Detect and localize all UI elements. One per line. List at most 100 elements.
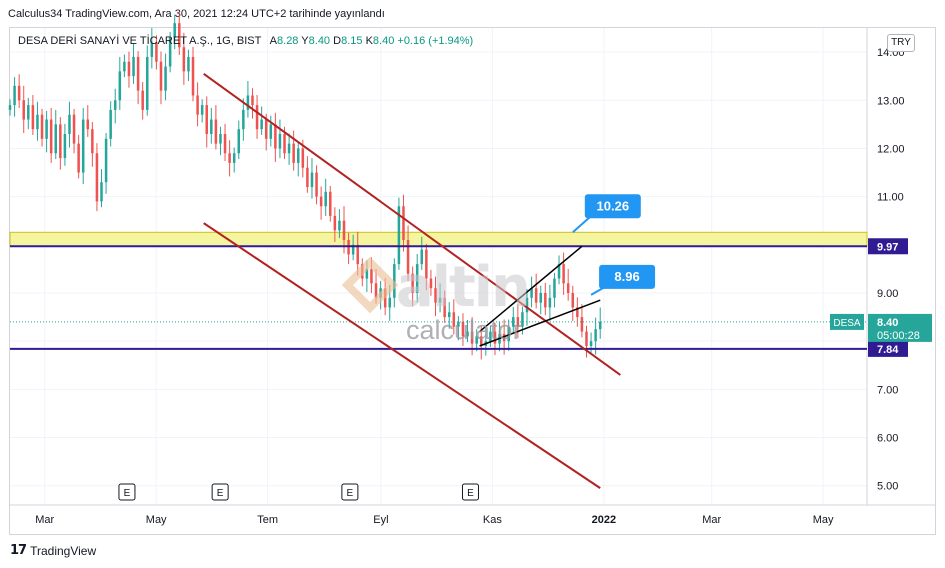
low-value: 8.15	[341, 35, 363, 47]
candle-body	[17, 85, 21, 101]
candle-body	[22, 100, 25, 120]
candle-body	[136, 56, 140, 91]
symbol-badge-label: DESA	[833, 318, 861, 329]
price-level-label: 9.97	[877, 241, 898, 253]
callout-label: 10.26	[597, 198, 630, 213]
candle-body	[534, 288, 538, 303]
candle-body	[530, 288, 533, 298]
candle-body	[470, 331, 474, 344]
callout-label: 8.96	[614, 269, 639, 284]
candle-body	[242, 109, 245, 130]
callout-box	[599, 264, 656, 289]
y-tick-label: 13.00	[877, 95, 905, 107]
candle-body	[59, 124, 62, 159]
callout-box	[584, 194, 641, 219]
callout-pointer	[572, 215, 592, 234]
candle-body	[562, 264, 565, 284]
x-tick-label: Mar	[35, 514, 54, 526]
candle-body	[287, 143, 291, 154]
candle-body	[228, 153, 231, 163]
candle-body	[434, 288, 437, 303]
x-tick-label: 2022	[592, 514, 616, 526]
candle-body	[141, 90, 144, 110]
candle-body	[525, 297, 529, 313]
x-tick-label: May	[146, 514, 167, 526]
candle-body	[365, 268, 369, 279]
candle-body	[361, 264, 364, 279]
candle-body	[264, 119, 268, 139]
candle-body	[91, 129, 94, 154]
last-price-value: 8.40	[877, 317, 898, 329]
descending-channel-upper	[203, 72, 621, 376]
candle-body	[489, 331, 492, 342]
candle-body	[548, 297, 552, 308]
candle-body	[553, 278, 556, 298]
candle-body	[187, 56, 190, 72]
candle-body	[296, 148, 300, 163]
candle-body	[406, 240, 410, 274]
candle-body	[324, 191, 327, 207]
candle-body	[475, 336, 478, 344]
y-tick-label: 5.00	[877, 481, 898, 493]
candle-body	[397, 206, 401, 265]
earnings-marker	[118, 483, 136, 501]
candle-body	[210, 119, 213, 134]
candle-body	[598, 321, 602, 330]
footer-brand-text: TradingView	[30, 543, 97, 558]
candle-body	[164, 66, 167, 91]
candle-body	[205, 105, 208, 134]
candle-body	[45, 119, 48, 139]
candle-body	[68, 114, 71, 134]
candle-body	[219, 134, 222, 144]
x-tick-label: Tem	[257, 514, 278, 526]
candle-body	[278, 134, 282, 149]
candle-body	[443, 297, 446, 318]
high-value: 8.40	[308, 35, 331, 47]
candle-body	[155, 42, 158, 62]
candle-body	[127, 61, 131, 77]
open-value: 8.28	[277, 35, 299, 47]
candle-body	[237, 129, 241, 154]
candle-body	[512, 317, 515, 327]
countdown-value: 05:00:28	[877, 330, 920, 342]
candle-body	[95, 153, 99, 202]
candle-body	[306, 167, 309, 187]
earnings-marker-label: E	[124, 488, 131, 499]
currency-button[interactable]: TRY	[887, 34, 915, 52]
candle-body	[479, 336, 483, 346]
publish-line: Calculus34 TradingView.com, Ara 30, 2021…	[8, 8, 385, 20]
candle-body	[379, 288, 382, 298]
tradingview-logo-icon: 17	[10, 543, 27, 558]
candle-body	[173, 23, 176, 38]
open-label: A	[269, 35, 278, 47]
candle-body	[351, 244, 355, 255]
y-tick-label: 6.00	[877, 433, 898, 445]
candle-body	[580, 317, 584, 332]
candle-body	[182, 47, 186, 72]
symbol-badge	[830, 313, 864, 330]
last-price-badge	[868, 313, 932, 342]
price-level-label: 7.84	[877, 344, 899, 356]
candle-body	[310, 172, 314, 187]
candle-body	[150, 42, 154, 57]
candle-body	[49, 119, 53, 154]
candle-body	[585, 331, 588, 346]
candle-body	[123, 61, 126, 72]
candle-body	[191, 56, 195, 96]
candle-body	[411, 273, 414, 293]
candle-body	[104, 138, 108, 183]
earnings-marker-label: E	[467, 488, 474, 499]
candle-body	[31, 105, 35, 130]
candle-body	[315, 172, 318, 197]
candle-body	[333, 215, 337, 231]
candle-body	[255, 105, 259, 130]
candle-body	[420, 249, 424, 265]
candle-body	[374, 283, 378, 298]
close-value: 8.40	[372, 35, 395, 47]
candle-body	[576, 307, 579, 318]
candle-body	[251, 95, 254, 106]
candle-body	[383, 288, 387, 308]
candle-body	[260, 119, 263, 130]
candle-body	[571, 293, 575, 308]
